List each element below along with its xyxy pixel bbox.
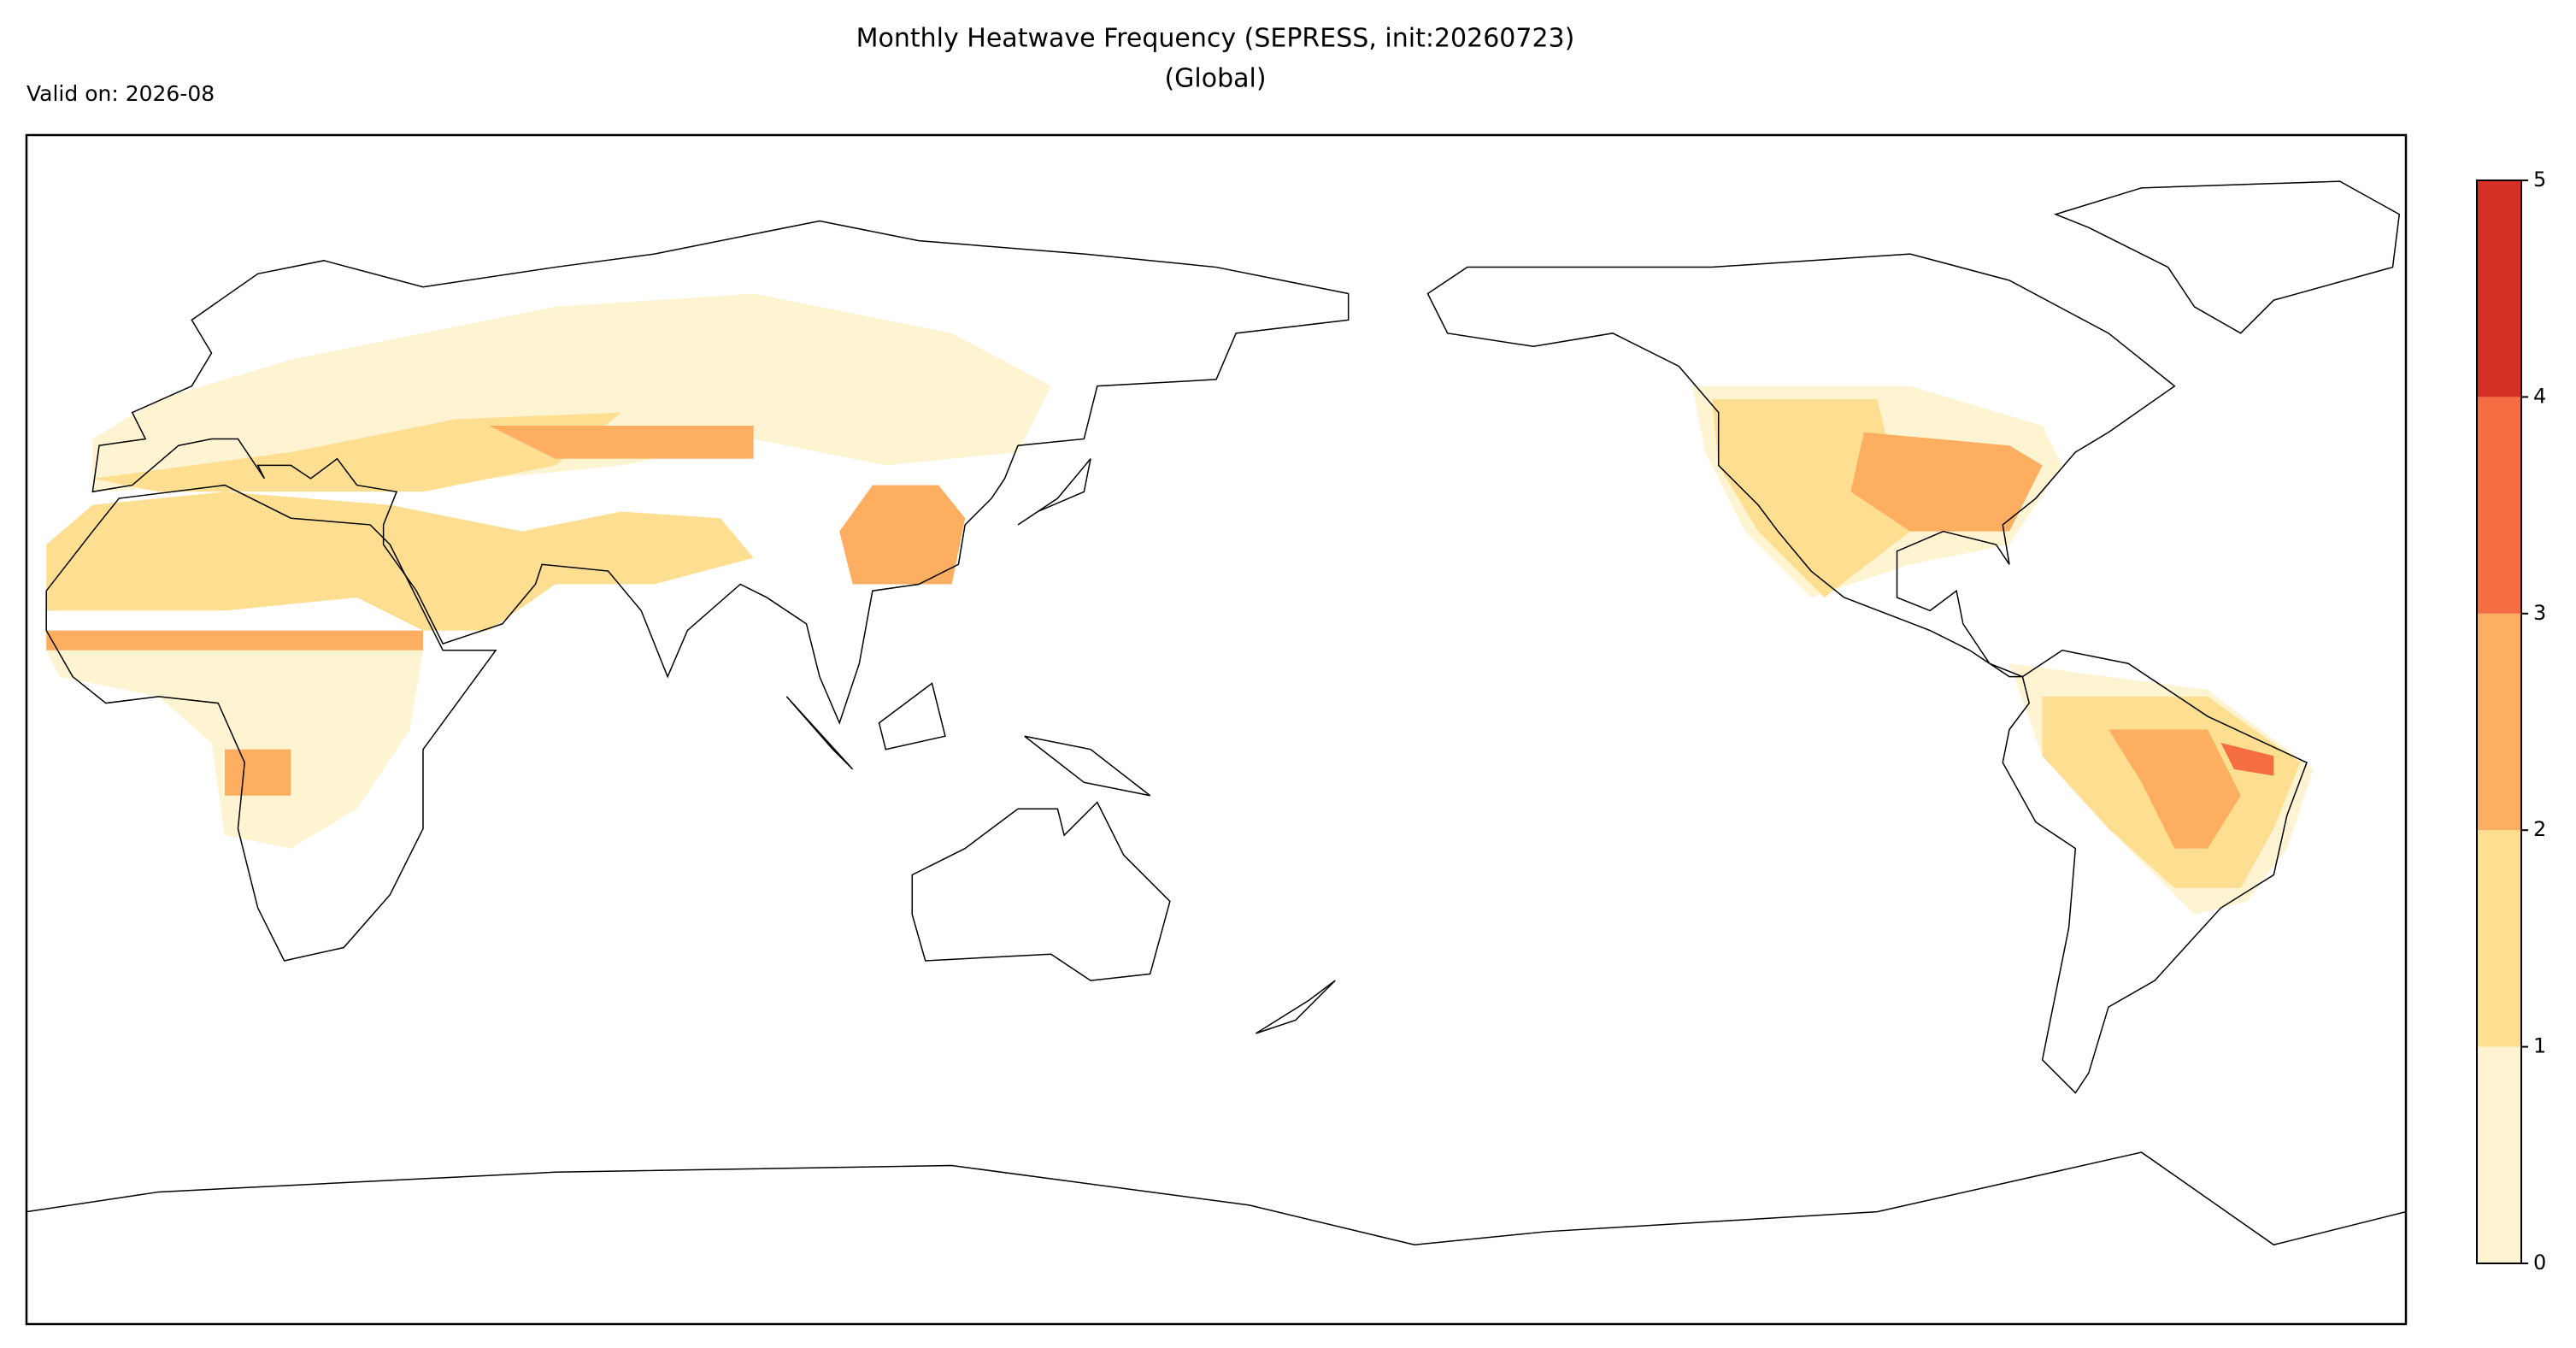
- colorbar-segment: [2477, 613, 2521, 831]
- subtitle: (Global): [1164, 64, 1266, 94]
- heat-region: [92, 293, 1051, 492]
- colorbar-frame: [2476, 180, 2522, 1264]
- heat-region: [489, 426, 754, 459]
- colorbar: 0 1 2 3 4 5: [2476, 168, 2546, 1274]
- colorbar-tick-label: 0: [2533, 1251, 2546, 1274]
- map: [26, 180, 2406, 1246]
- coastline: [1024, 735, 1151, 797]
- coastline: [785, 696, 854, 770]
- colorbar-tick-label: 2: [2533, 817, 2546, 841]
- heat-region: [225, 749, 291, 796]
- heat-region: [46, 492, 754, 631]
- coastline: [911, 801, 1171, 981]
- colorbar-segment: [2477, 830, 2521, 1047]
- coastline: [45, 484, 497, 962]
- title: Monthly Heatwave Frequency (SEPRESS, ini…: [856, 24, 1575, 54]
- colorbar-tick-label: 4: [2533, 384, 2546, 408]
- valid-date: Valid on: 2026-08: [26, 81, 215, 106]
- colorbar-segment: [2477, 180, 2521, 397]
- heat-region: [839, 485, 966, 585]
- heat-region: [46, 630, 423, 650]
- map-frame: [25, 133, 2408, 1326]
- coastline: [1017, 458, 1091, 526]
- coastline: [1426, 253, 2176, 678]
- heat-region: [2220, 742, 2274, 776]
- colorbar-tick-label: 1: [2533, 1034, 2546, 1058]
- heat-region: [92, 412, 622, 492]
- colorbar-segment: [2477, 397, 2521, 614]
- coastline: [26, 1151, 2406, 1246]
- colorbar-tick-label: 5: [2533, 168, 2546, 191]
- colorbar-segment: [2477, 1046, 2521, 1263]
- coastline: [878, 682, 946, 751]
- heat-region: [1850, 432, 2043, 532]
- coastline: [91, 220, 1350, 725]
- coastline: [2002, 649, 2308, 1094]
- coastline: [2053, 180, 2401, 334]
- coastline: [1256, 980, 1336, 1034]
- colorbar-tick-label: 3: [2533, 601, 2546, 625]
- heat-region: [2108, 729, 2241, 849]
